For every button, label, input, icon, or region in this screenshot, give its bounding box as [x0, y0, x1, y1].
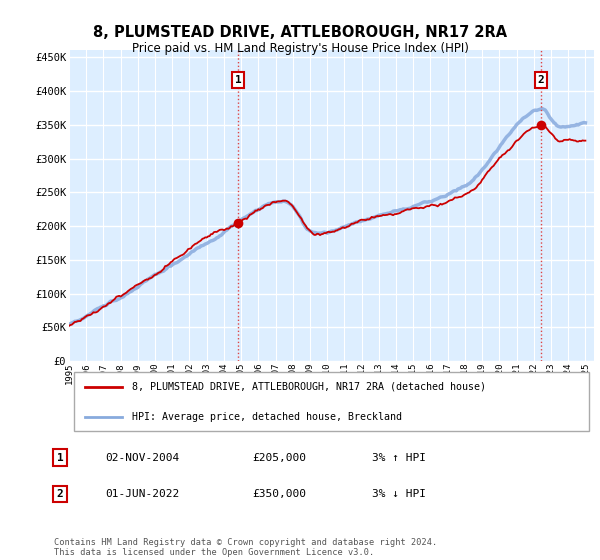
Text: 1: 1: [235, 75, 242, 85]
Text: Price paid vs. HM Land Registry's House Price Index (HPI): Price paid vs. HM Land Registry's House …: [131, 42, 469, 55]
Text: £350,000: £350,000: [252, 489, 306, 499]
Text: 02-NOV-2004: 02-NOV-2004: [105, 452, 179, 463]
Text: HPI: Average price, detached house, Breckland: HPI: Average price, detached house, Brec…: [132, 412, 402, 422]
Text: 3% ↓ HPI: 3% ↓ HPI: [372, 489, 426, 499]
Text: 1: 1: [56, 452, 64, 463]
Text: 2: 2: [56, 489, 64, 499]
Text: 01-JUN-2022: 01-JUN-2022: [105, 489, 179, 499]
FancyBboxPatch shape: [74, 372, 589, 431]
Text: 8, PLUMSTEAD DRIVE, ATTLEBOROUGH, NR17 2RA (detached house): 8, PLUMSTEAD DRIVE, ATTLEBOROUGH, NR17 2…: [132, 382, 486, 392]
Text: £205,000: £205,000: [252, 452, 306, 463]
Text: 8, PLUMSTEAD DRIVE, ATTLEBOROUGH, NR17 2RA: 8, PLUMSTEAD DRIVE, ATTLEBOROUGH, NR17 2…: [93, 25, 507, 40]
Text: Contains HM Land Registry data © Crown copyright and database right 2024.
This d: Contains HM Land Registry data © Crown c…: [54, 538, 437, 557]
Text: 2: 2: [538, 75, 544, 85]
Text: 3% ↑ HPI: 3% ↑ HPI: [372, 452, 426, 463]
